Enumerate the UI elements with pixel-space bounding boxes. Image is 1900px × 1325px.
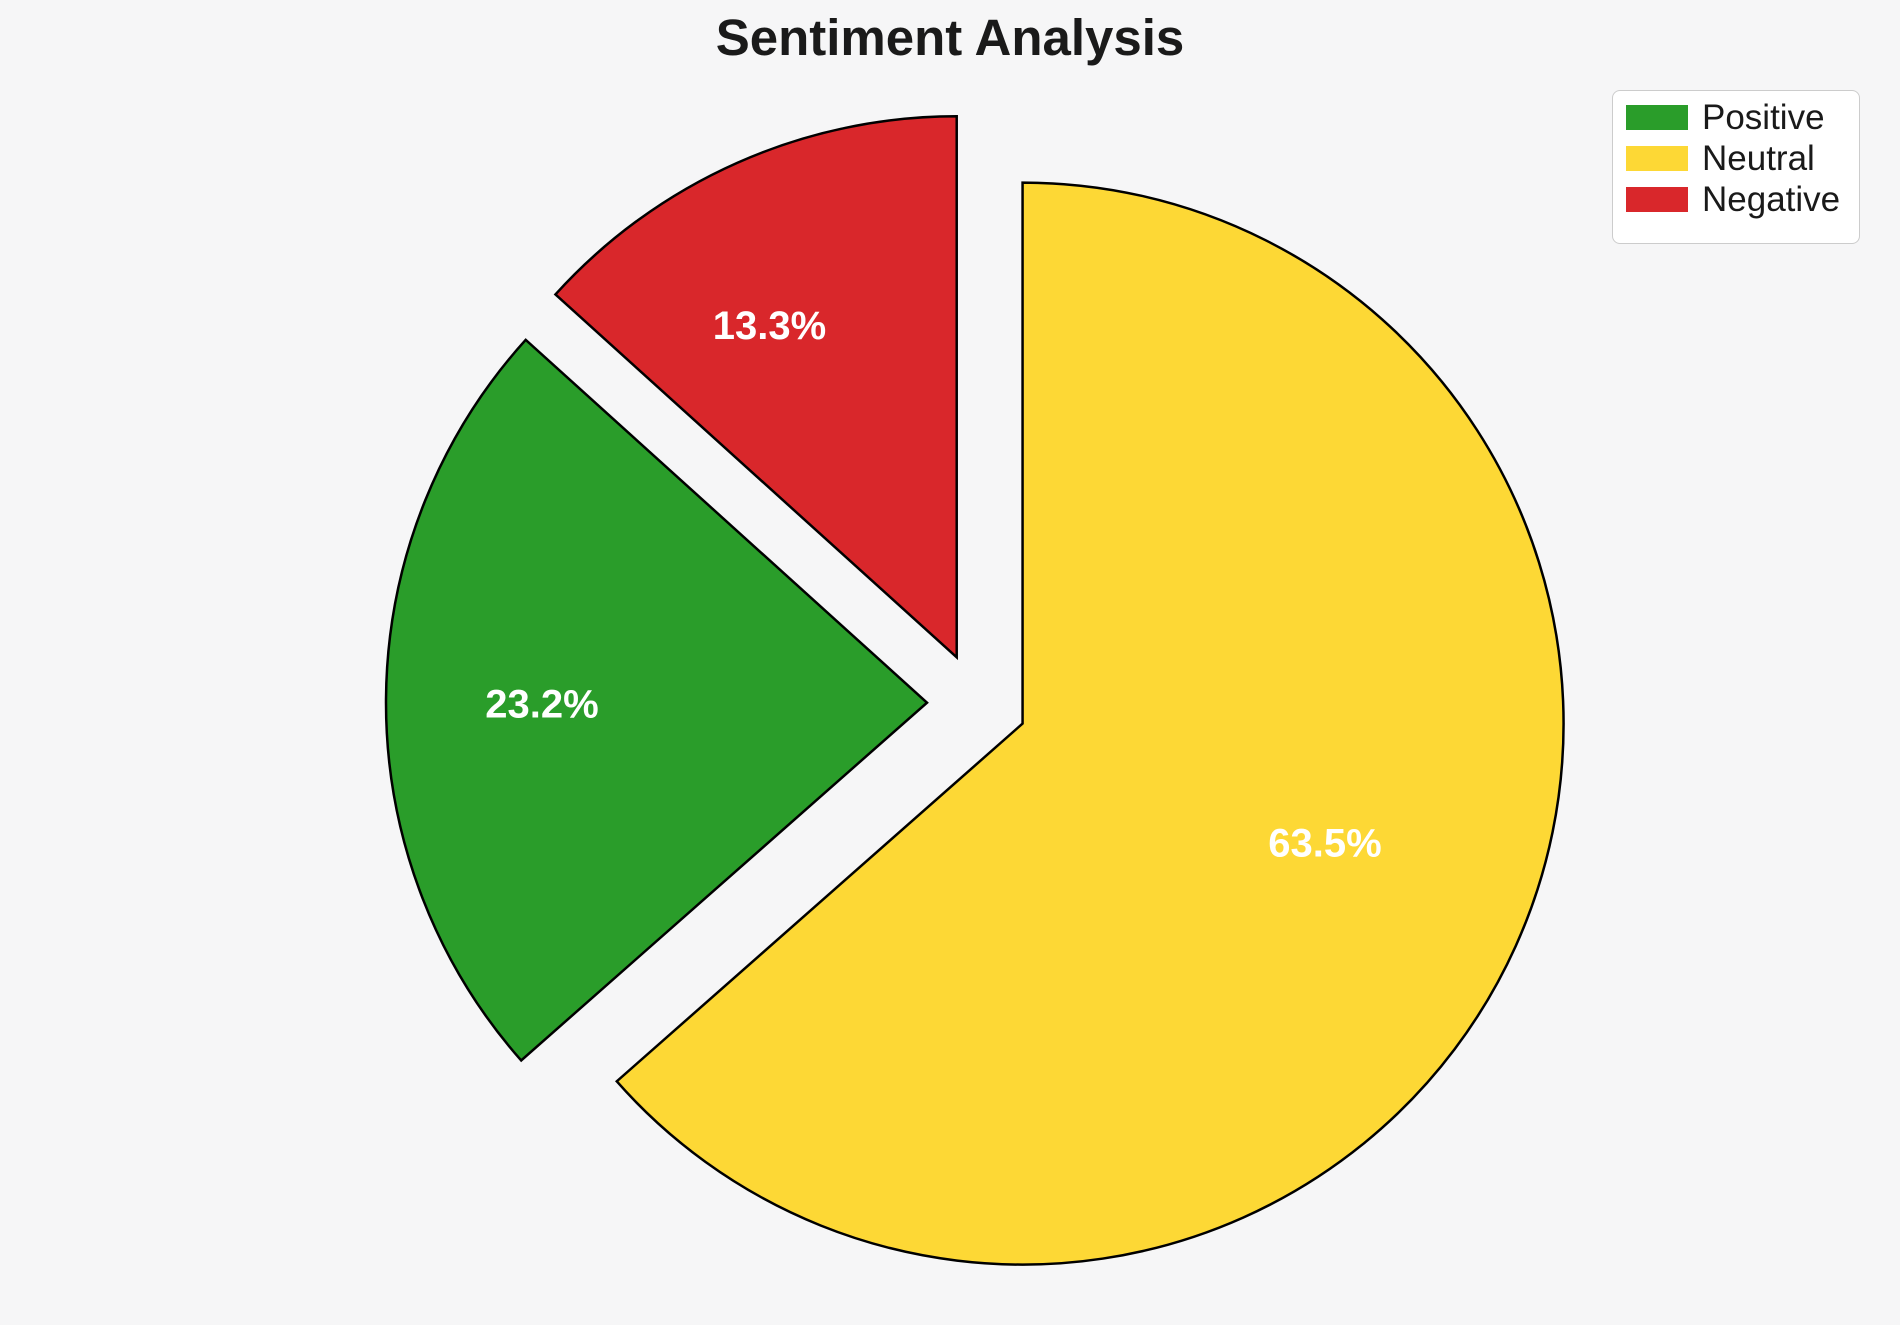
svg-text:63.5%: 63.5%	[1268, 822, 1381, 866]
svg-text:23.2%: 23.2%	[485, 683, 598, 727]
svg-text:13.3%: 13.3%	[713, 304, 826, 348]
